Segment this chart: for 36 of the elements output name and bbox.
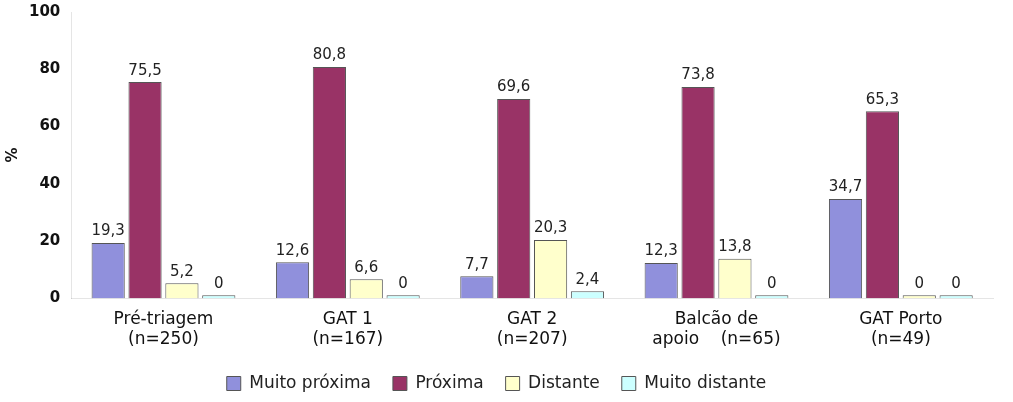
data-label: 5,2 [169, 261, 194, 280]
data-label: 34,7 [828, 177, 863, 196]
data-label: 0 [914, 273, 925, 292]
legend-label: Muito próxima [249, 371, 371, 392]
legend-label: Muito distante [644, 371, 767, 392]
y-tick-label: 0 [49, 288, 61, 307]
data-label: 80,8 [312, 45, 347, 64]
data-label: 19,3 [91, 221, 125, 240]
x-tick-label: GAT 2 (n=207) [496, 307, 568, 349]
y-tick-label: 80 [39, 59, 61, 78]
data-label: 7,7 [464, 254, 489, 273]
data-label: 69,6 [497, 77, 531, 96]
data-label: 12,3 [644, 241, 678, 260]
data-label: 0 [767, 273, 777, 292]
data-label: 0 [398, 273, 408, 292]
x-tick-label: Balcão de apoio (n=65) [652, 307, 781, 349]
data-label: 65,3 [865, 89, 900, 108]
y-tick-label: 20 [39, 230, 61, 249]
y-tick-label: 100 [29, 1, 61, 20]
y-tick-label: 60 [39, 116, 61, 135]
data-label: 13,8 [718, 237, 752, 256]
y-axis-title: % [2, 147, 21, 163]
legend-label: Próxima [415, 371, 484, 392]
data-label: 75,5 [128, 60, 162, 79]
data-label: 73,8 [681, 65, 715, 84]
data-label: 12,6 [275, 240, 310, 259]
x-tick-label: GAT Porto (n=49) [859, 307, 943, 349]
y-tick-label: 40 [39, 173, 61, 192]
data-label: 20,3 [533, 218, 568, 237]
data-label: 0 [214, 273, 224, 292]
data-label: 0 [951, 273, 961, 292]
x-tick-label: Pré-triagem (n=250) [113, 307, 214, 349]
data-label: 2,4 [575, 269, 600, 288]
legend-label: Distante [528, 371, 600, 392]
data-label: 6,6 [354, 257, 379, 276]
x-tick-label: GAT 1 (n=167) [312, 307, 384, 349]
